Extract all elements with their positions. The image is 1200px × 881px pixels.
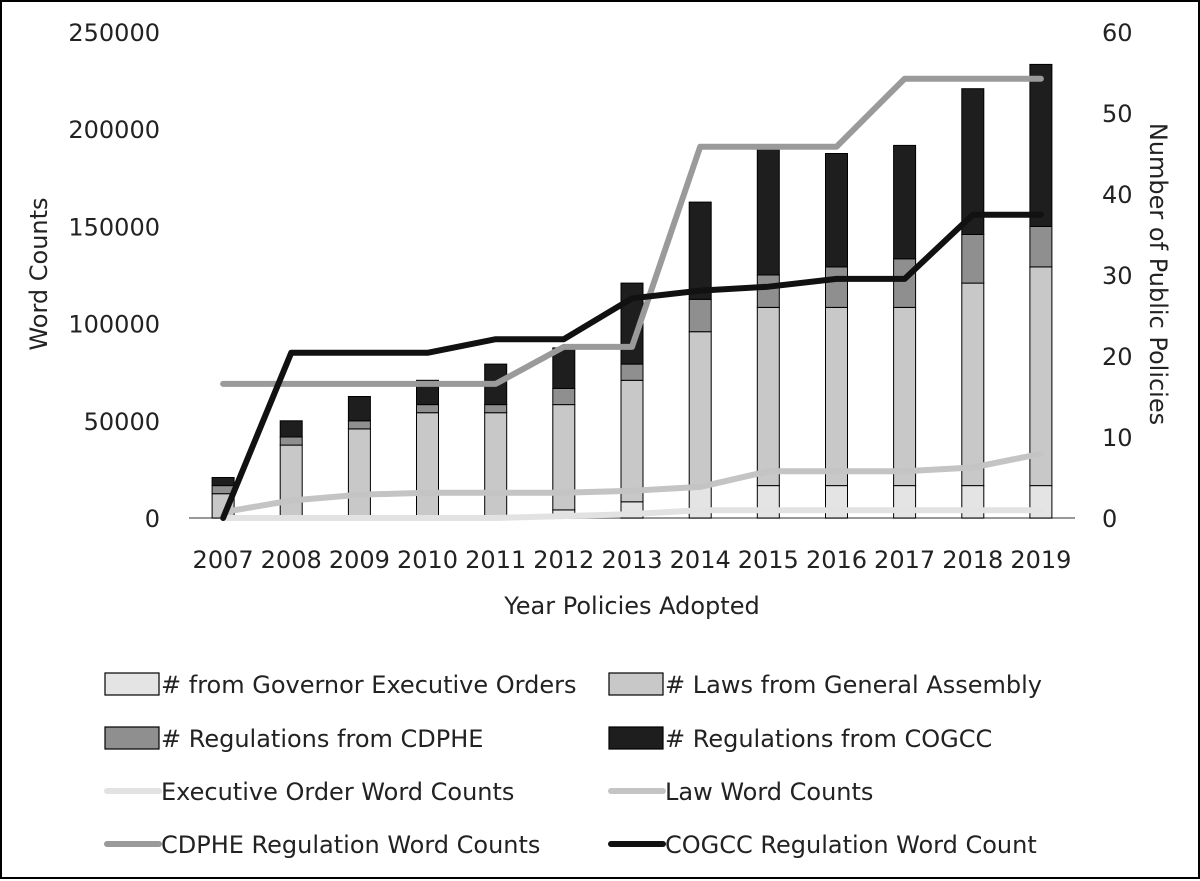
bar-regulations-from-cdphe-2019 bbox=[1029, 225, 1053, 268]
y2-tick-label: 60 bbox=[1102, 19, 1133, 47]
legend-label-regulations-from-cogcc: # Regulations from COGCC bbox=[665, 725, 992, 753]
y-tick-label: 200000 bbox=[68, 116, 160, 144]
x-tick-label-2009: 2009 bbox=[329, 546, 390, 574]
x-tick-label-2017: 2017 bbox=[874, 546, 935, 574]
line-law-word-counts bbox=[220, 450, 1044, 516]
x-tick-label-2019: 2019 bbox=[1010, 546, 1071, 574]
legend-swatch-from-governor-executive-orders bbox=[104, 672, 160, 696]
bar-regulations-from-cdphe-2015 bbox=[756, 274, 780, 308]
y-tick-label: 250000 bbox=[68, 19, 160, 47]
y-tick-label: 0 bbox=[145, 505, 160, 533]
bar-laws-from-general-assembly-2009 bbox=[347, 428, 371, 519]
bar-laws-from-general-assembly-2011 bbox=[484, 412, 508, 519]
y-axis-left-ticks: 250000 200000 150000 100000 50000 0 bbox=[68, 19, 160, 533]
y2-tick-label: 10 bbox=[1102, 424, 1133, 452]
lines-layer bbox=[220, 75, 1044, 521]
bar-regulations-from-cogcc-2009 bbox=[347, 396, 371, 422]
legend-swatch-laws-from-general-assembly bbox=[608, 672, 664, 696]
x-tick-label-2013: 2013 bbox=[601, 546, 662, 574]
x-tick-label-2018: 2018 bbox=[942, 546, 1003, 574]
bar-laws-from-general-assembly-2010 bbox=[416, 412, 439, 519]
bar-laws-from-general-assembly-2018 bbox=[961, 282, 985, 487]
legend-label-executive-order-word-counts: Executive Order Word Counts bbox=[161, 778, 514, 806]
legend-label-law-word-counts: Law Word Counts bbox=[665, 778, 873, 806]
x-tick-label-2008: 2008 bbox=[261, 546, 322, 574]
bar-regulations-from-cogcc-2017 bbox=[893, 144, 917, 260]
y2-tick-label: 20 bbox=[1102, 343, 1133, 371]
bar-regulations-from-cogcc-2007 bbox=[211, 477, 235, 487]
bars-layer bbox=[211, 63, 1053, 519]
bar-regulations-from-cdphe-2017 bbox=[893, 258, 917, 308]
legend-label-from-governor-executive-orders: # from Governor Executive Orders bbox=[161, 671, 577, 699]
bar-regulations-from-cdphe-2012 bbox=[552, 387, 576, 406]
y2-tick-label: 40 bbox=[1102, 181, 1133, 209]
legend-label-regulations-from-cdphe: # Regulations from CDPHE bbox=[161, 725, 483, 753]
bar-regulations-from-cogcc-2008 bbox=[279, 420, 303, 438]
y2-tick-label: 0 bbox=[1102, 505, 1117, 533]
legend: # from Governor Executive Orders # Laws f… bbox=[104, 671, 1042, 859]
bar-regulations-from-cdphe-2016 bbox=[825, 266, 848, 308]
y-tick-label: 150000 bbox=[68, 213, 160, 241]
bar-regulations-from-cogcc-2018 bbox=[961, 88, 985, 235]
bar-regulations-from-cogcc-2019 bbox=[1029, 63, 1053, 227]
bar-regulations-from-cogcc-2016 bbox=[825, 153, 848, 268]
x-axis-ticks: 2007 2008 2009 2010 2011 2012 2013 2014 2015 2016… bbox=[193, 546, 1072, 574]
legend-label-cdphe-regulation-word-counts: CDPHE Regulation Word Counts bbox=[161, 831, 540, 859]
line-cdphe-regulation-word-counts bbox=[220, 75, 1044, 387]
bar-regulations-from-cdphe-2018 bbox=[961, 234, 985, 284]
bar-regulations-from-cogcc-2015 bbox=[756, 144, 780, 276]
bar-regulations-from-cdphe-2014 bbox=[688, 298, 712, 333]
line-executive-order-word-counts bbox=[220, 507, 1044, 521]
y2-axis-title: Number of Public Policies bbox=[1144, 123, 1172, 425]
bar-regulations-from-cogcc-2014 bbox=[688, 201, 712, 300]
y-tick-label: 100000 bbox=[68, 311, 160, 339]
y-tick-label: 50000 bbox=[84, 408, 160, 436]
x-tick-label-2011: 2011 bbox=[465, 546, 526, 574]
x-tick-label-2012: 2012 bbox=[533, 546, 594, 574]
bar-laws-from-general-assembly-2008 bbox=[279, 444, 303, 519]
x-tick-label-2007: 2007 bbox=[193, 546, 254, 574]
bar-regulations-from-cdphe-2009 bbox=[347, 420, 371, 430]
legend-label-cogcc-regulation-word-count: COGCC Regulation Word Count bbox=[665, 831, 1037, 859]
bar-laws-from-general-assembly-2014 bbox=[688, 331, 712, 487]
line-cogcc-regulation-word-count bbox=[220, 211, 1044, 521]
bar-laws-from-general-assembly-2015 bbox=[756, 306, 780, 487]
y2-tick-label: 50 bbox=[1102, 100, 1133, 128]
legend-swatch-regulations-from-cdphe bbox=[104, 726, 160, 750]
y-axis-right-ticks: 60 50 40 30 20 10 0 bbox=[1102, 19, 1133, 533]
x-tick-label-2014: 2014 bbox=[670, 546, 731, 574]
bar-regulations-from-cdphe-2010 bbox=[416, 404, 439, 414]
legend-label-laws-from-general-assembly: # Laws from General Assembly bbox=[665, 671, 1042, 699]
y-axis-title: Word Counts bbox=[25, 197, 53, 350]
legend-swatch-regulations-from-cogcc bbox=[608, 726, 664, 750]
x-tick-label-2016: 2016 bbox=[806, 546, 867, 574]
bar-regulations-from-cdphe-2013 bbox=[620, 363, 644, 381]
bar-laws-from-general-assembly-2017 bbox=[893, 306, 917, 487]
bar-laws-from-general-assembly-2016 bbox=[825, 306, 848, 487]
bar-regulations-from-cdphe-2008 bbox=[279, 436, 303, 446]
x-tick-label-2010: 2010 bbox=[397, 546, 458, 574]
bar-laws-from-general-assembly-2013 bbox=[620, 379, 644, 503]
y2-tick-label: 30 bbox=[1102, 262, 1133, 290]
bar-regulations-from-cdphe-2011 bbox=[484, 404, 508, 414]
x-axis-title: Year Policies Adopted bbox=[503, 592, 759, 620]
x-tick-label-2015: 2015 bbox=[738, 546, 799, 574]
